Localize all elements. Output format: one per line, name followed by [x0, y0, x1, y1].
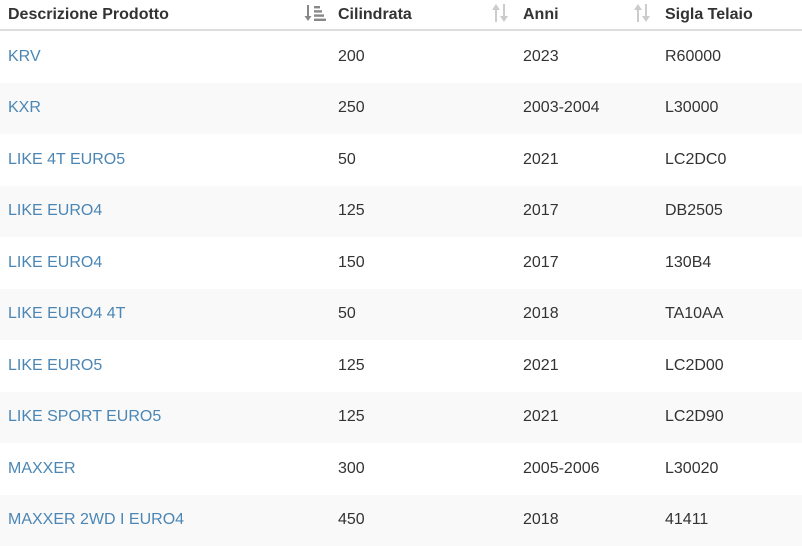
cell-product: LIKE EURO4	[0, 186, 330, 238]
cell-frame-code: LC2DC0	[657, 134, 802, 186]
cell-frame-code: TA10AA	[657, 289, 802, 341]
cell-displacement: 50	[330, 134, 515, 186]
table-row: KRV 200 2023 R60000	[0, 30, 802, 83]
cell-displacement: 450	[330, 495, 515, 546]
table-row: LIKE EURO4 125 2017 DB2505	[0, 186, 802, 238]
cell-years: 2018	[515, 495, 657, 546]
table-row: LIKE EURO4 4T 50 2018 TA10AA	[0, 289, 802, 341]
cell-product: KRV	[0, 30, 330, 83]
cell-years: 2021	[515, 340, 657, 392]
cell-frame-code: DB2505	[657, 186, 802, 238]
header-anni[interactable]: Anni	[515, 0, 657, 30]
cell-years: 2018	[515, 289, 657, 341]
header-cilindrata[interactable]: Cilindrata	[330, 0, 515, 30]
sort-both-icon[interactable]	[631, 3, 653, 23]
sort-amount-desc-icon[interactable]	[304, 3, 326, 23]
cell-displacement: 300	[330, 443, 515, 495]
cell-years: 2017	[515, 237, 657, 289]
cell-product: LIKE EURO5	[0, 340, 330, 392]
table-row: MAXXER 300 2005-2006 L30020	[0, 443, 802, 495]
table-header-row: Descrizione Prodotto Cilindrata	[0, 0, 802, 30]
cell-product: MAXXER 2WD I EURO4	[0, 495, 330, 546]
cell-years: 2021	[515, 392, 657, 444]
header-descrizione-prodotto[interactable]: Descrizione Prodotto	[0, 0, 330, 30]
product-link[interactable]: LIKE EURO5	[8, 357, 102, 374]
product-link[interactable]: LIKE 4T EURO5	[8, 151, 125, 168]
cell-product: MAXXER	[0, 443, 330, 495]
table-row: MAXXER 2WD I EURO4 450 2018 41411	[0, 495, 802, 546]
product-link[interactable]: LIKE EURO4 4T	[8, 305, 125, 322]
table-row: LIKE 4T EURO5 50 2021 LC2DC0	[0, 134, 802, 186]
cell-displacement: 125	[330, 340, 515, 392]
table-row: KXR 250 2003-2004 L30000	[0, 83, 802, 135]
cell-displacement: 125	[330, 186, 515, 238]
product-link[interactable]: MAXXER 2WD I EURO4	[8, 511, 184, 528]
cell-frame-code: L30000	[657, 83, 802, 135]
cell-displacement: 250	[330, 83, 515, 135]
cell-product: LIKE EURO4 4T	[0, 289, 330, 341]
table-row: LIKE EURO5 125 2021 LC2D00	[0, 340, 802, 392]
cell-product: LIKE SPORT EURO5	[0, 392, 330, 444]
cell-frame-code: LC2D90	[657, 392, 802, 444]
product-link[interactable]: LIKE EURO4	[8, 202, 102, 219]
header-label: Descrizione Prodotto	[8, 6, 169, 23]
cell-frame-code: 130B4	[657, 237, 802, 289]
cell-displacement: 150	[330, 237, 515, 289]
cell-displacement: 125	[330, 392, 515, 444]
cell-frame-code: L30020	[657, 443, 802, 495]
cell-product: LIKE 4T EURO5	[0, 134, 330, 186]
product-link[interactable]: KRV	[8, 48, 41, 65]
cell-years: 2003-2004	[515, 83, 657, 135]
product-link[interactable]: MAXXER	[8, 460, 76, 477]
table-row: LIKE EURO4 150 2017 130B4	[0, 237, 802, 289]
cell-product: KXR	[0, 83, 330, 135]
header-label: Cilindrata	[338, 6, 412, 23]
cell-frame-code: R60000	[657, 30, 802, 83]
cell-product: LIKE EURO4	[0, 237, 330, 289]
cell-frame-code: 41411	[657, 495, 802, 546]
cell-years: 2023	[515, 30, 657, 83]
cell-years: 2021	[515, 134, 657, 186]
product-link[interactable]: LIKE EURO4	[8, 254, 102, 271]
cell-years: 2017	[515, 186, 657, 238]
header-label: Anni	[523, 6, 559, 23]
sort-both-icon[interactable]	[489, 3, 511, 23]
product-link[interactable]: KXR	[8, 99, 41, 116]
cell-displacement: 50	[330, 289, 515, 341]
cell-frame-code: LC2D00	[657, 340, 802, 392]
product-link[interactable]: LIKE SPORT EURO5	[8, 408, 161, 425]
header-sigla-telaio[interactable]: Sigla Telaio	[657, 0, 802, 30]
header-label: Sigla Telaio	[665, 6, 753, 23]
table-row: LIKE SPORT EURO5 125 2021 LC2D90	[0, 392, 802, 444]
cell-years: 2005-2006	[515, 443, 657, 495]
cell-displacement: 200	[330, 30, 515, 83]
